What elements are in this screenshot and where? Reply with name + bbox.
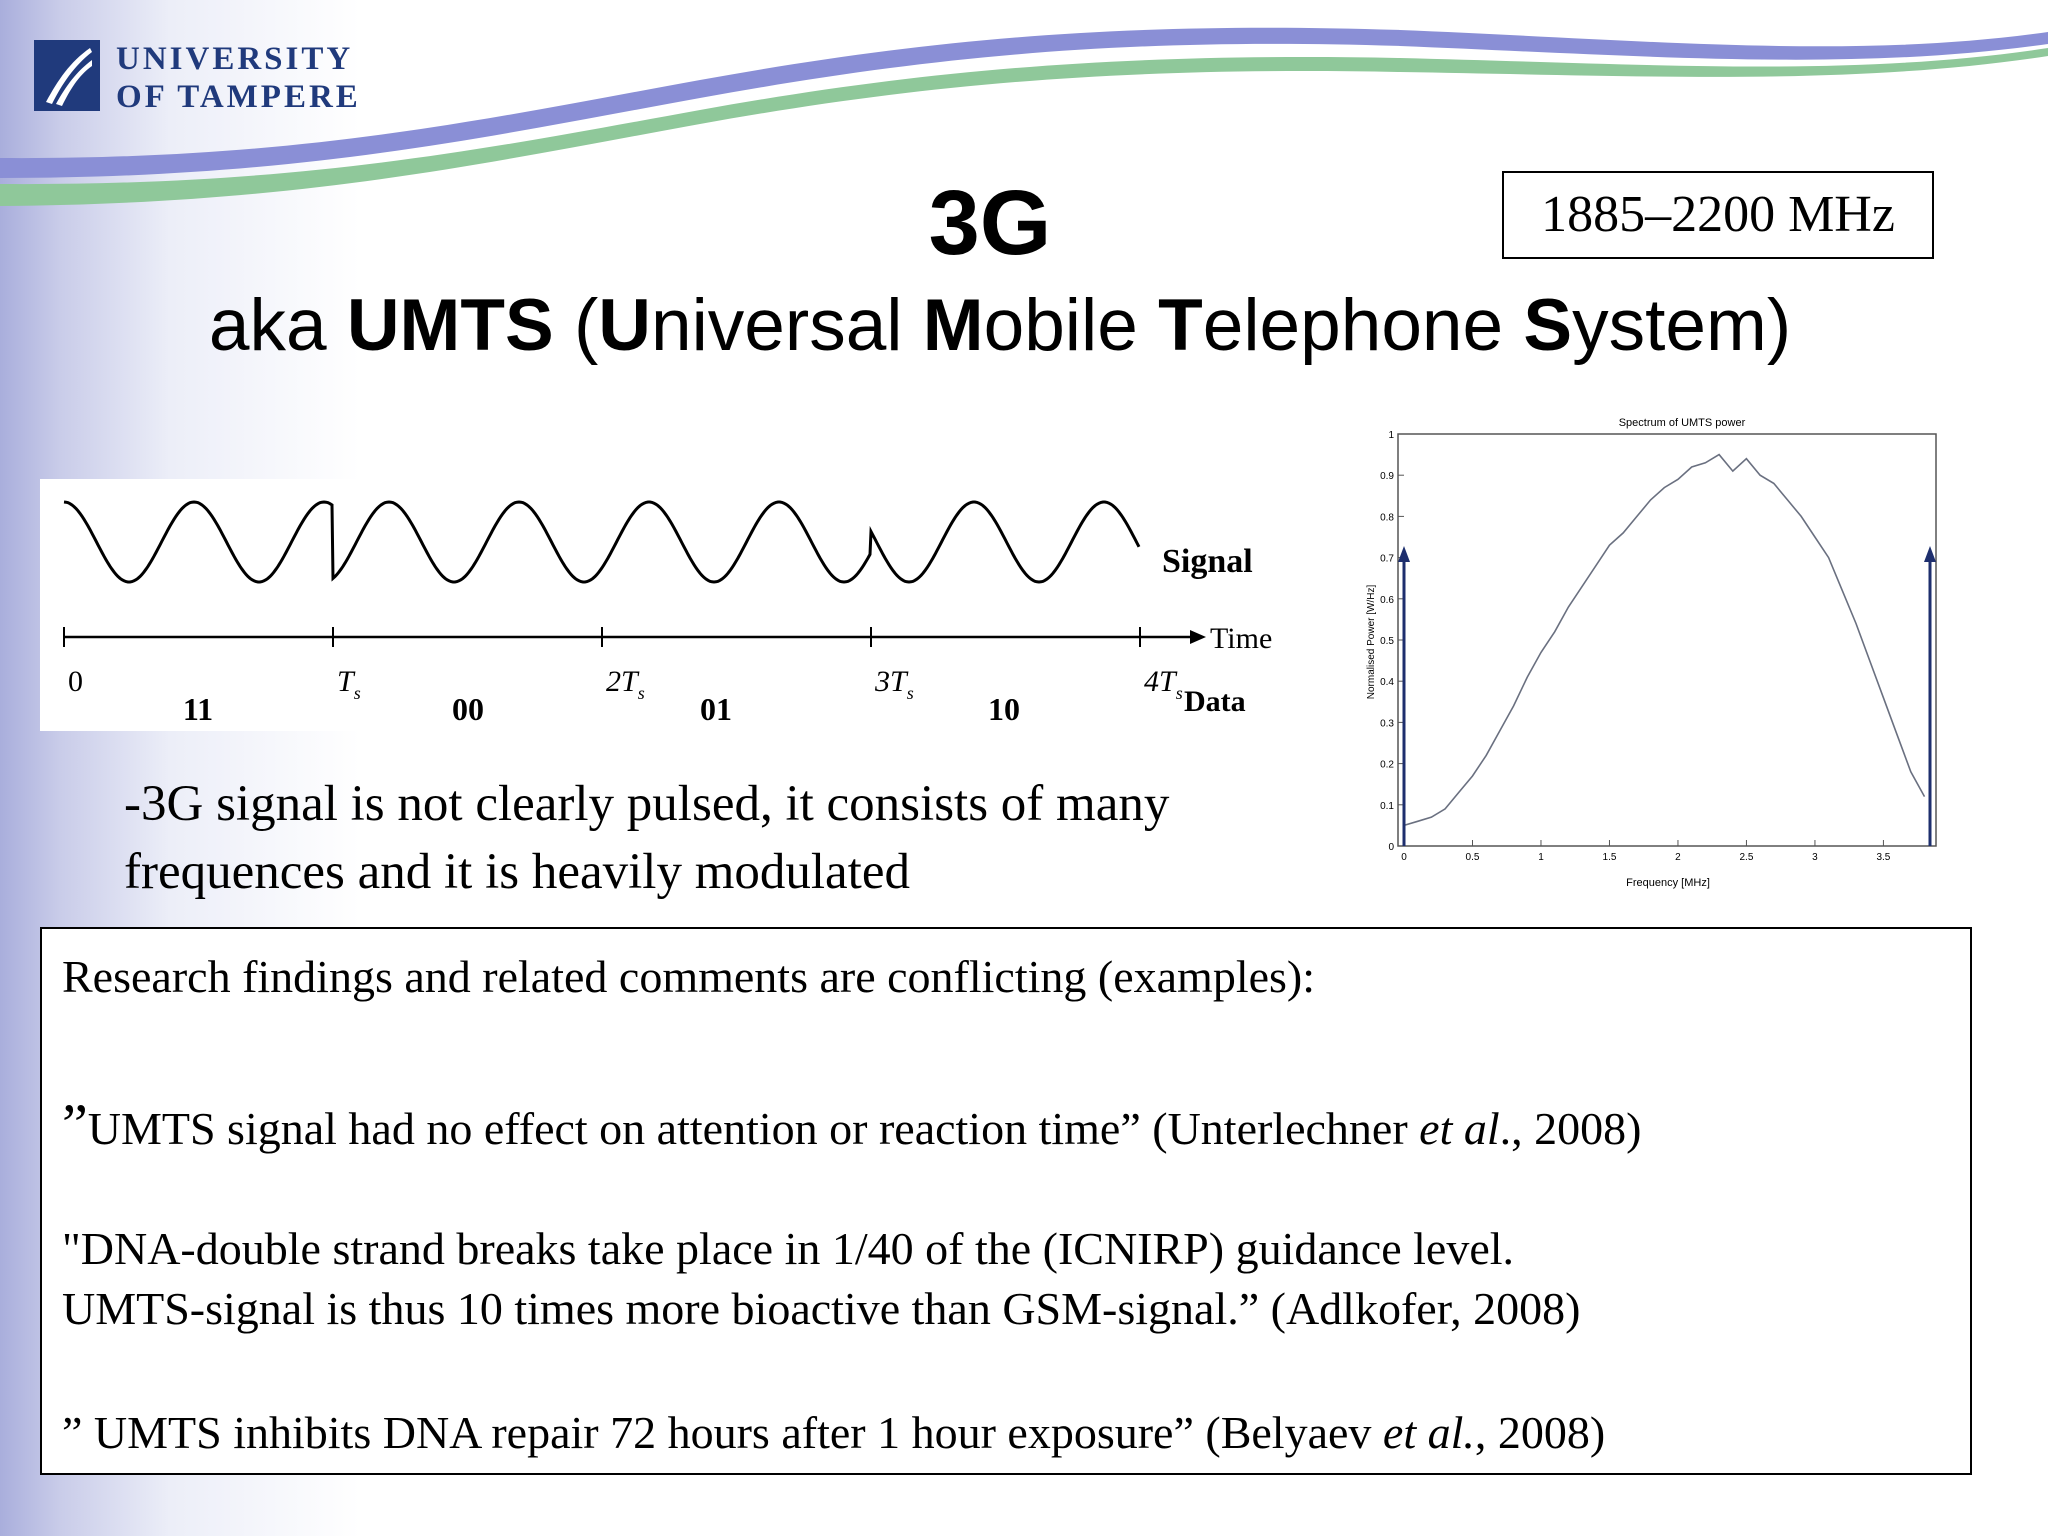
y-tick-label: 1 [1388, 430, 1394, 441]
quote-1-etal: et al [1419, 1103, 1500, 1154]
subtitle-initial-t: T [1158, 285, 1203, 366]
signal-diagram: 0 Ts 2Ts 3Ts 4Ts Signal Time Data 11 00 01 10 [63, 500, 1272, 727]
x-tick-label: 3.5 [1876, 852, 1890, 863]
y-tick-label: 0.3 [1380, 718, 1394, 729]
band-edge-right-arrow [1924, 546, 1936, 562]
bullet-text: -3G signal is not clearly pulsed, it con… [124, 770, 1324, 906]
time-tick-label: Ts [337, 665, 361, 703]
subtitle-word-mobile: obile [983, 285, 1159, 366]
y-tick-label: 0.2 [1380, 760, 1394, 771]
signal-figure: 0 Ts 2Ts 3Ts 4Ts Signal Time Data 11 00 01 10 [40, 479, 1290, 731]
findings-box: Research findings and related comments a… [40, 927, 1972, 1475]
chart-title: Spectrum of UMTS power [1619, 417, 1746, 429]
y-axis-label: Normalised Power [W/Hz] [1366, 585, 1377, 700]
x-tick-label: 2.5 [1739, 852, 1753, 863]
quote-3-tail: , 2008) [1474, 1407, 1606, 1458]
quote-adlkofer-line-1: "DNA-double strand breaks take place in … [62, 1223, 1515, 1274]
y-tick-label: 0.9 [1380, 471, 1394, 482]
spectrum-plot: Spectrum of UMTS power 0 0.5 1 1.5 2 2.5 3 3.50… [1366, 417, 1937, 889]
band-edge-left-arrow [1398, 546, 1410, 562]
y-tick-label: 0.6 [1380, 595, 1394, 606]
time-axis-arrow [1190, 630, 1206, 644]
slide-subtitle: aka UMTS (Universal Mobile Telephone Sys… [0, 282, 2000, 370]
y-tick-label: 0.8 [1380, 512, 1394, 523]
subtitle-prefix: aka [208, 285, 347, 366]
swoosh-blue-band [0, 27, 2048, 178]
y-tick-label: 0.1 [1380, 801, 1394, 812]
subtitle-word-universal: niversal [650, 285, 923, 366]
bullet-line-1: -3G signal is not clearly pulsed, it con… [124, 776, 1170, 832]
time-label: Time [1210, 622, 1272, 655]
data-bit-label: 11 [183, 691, 213, 727]
signal-waveform [63, 500, 1141, 584]
university-logo: UNIVERSITY OF TAMPERE [34, 40, 394, 116]
axis-ticks: 0 0.5 1 1.5 2 2.5 3 3.5 0 0.1 0.2 0.3 0.4 0.5 0.6 0.7 0.… [1380, 430, 1891, 863]
time-tick-label: 2Ts [606, 665, 645, 703]
quote-3-text: ” UMTS inhibits DNA repair 72 hours afte… [62, 1407, 1383, 1458]
subtitle-word-system: ystem) [1572, 285, 1792, 366]
header-swoosh [0, 27, 2048, 206]
x-axis-label: Frequency [MHz] [1626, 877, 1710, 889]
power-spectrum-line [1403, 453, 1926, 827]
subtitle-initial-u: U [598, 285, 651, 366]
bullet-line-2: frequences and it is heavily modulated [124, 844, 910, 900]
university-emblem-icon [34, 40, 100, 111]
quote-unterlechner: ”UMTS signal had no effect on attention … [62, 1096, 1642, 1157]
time-tick-label: 4Ts [1144, 665, 1183, 703]
x-tick-label: 1.5 [1603, 852, 1617, 863]
time-tick-label: 0 [68, 665, 83, 698]
x-tick-label: 2 [1675, 852, 1681, 863]
swoosh-green-band [0, 48, 2048, 206]
logo-wordmark: UNIVERSITY OF TAMPERE [116, 40, 361, 116]
subtitle-initial-m: M [922, 285, 984, 366]
findings-heading: Research findings and related comments a… [62, 951, 1316, 1002]
logo-line-2: OF TAMPERE [116, 79, 361, 115]
y-tick-label: 0.7 [1380, 554, 1394, 565]
subtitle-word-telephone: elephone [1202, 285, 1524, 366]
x-tick-label: 0 [1401, 852, 1407, 863]
quote-adlkofer-line-2: UMTS-signal is thus 10 times more bioact… [62, 1283, 1581, 1334]
slide-title: 3G [928, 172, 1052, 274]
y-tick-label: 0 [1388, 842, 1394, 853]
data-label: Data [1184, 685, 1246, 718]
y-tick-label: 0.4 [1380, 677, 1394, 688]
quote-1-tail: ., 2008) [1499, 1103, 1642, 1154]
subtitle-paren: ( [553, 285, 599, 366]
signal-label: Signal [1162, 543, 1253, 580]
y-tick-label: 0.5 [1380, 636, 1394, 647]
frequency-band-box: 1885–2200 MHz [1502, 171, 1934, 259]
spectrum-chart: Spectrum of UMTS power 0 0.5 1 1.5 2 2.5 3 3.5 0… [1362, 412, 1942, 890]
logo-line-1: UNIVERSITY [116, 41, 354, 77]
quote-1-text: UMTS signal had no effect on attention o… [87, 1103, 1420, 1154]
quote-belyaev: ” UMTS inhibits DNA repair 72 hours afte… [62, 1405, 1605, 1461]
data-bits: 11 00 01 10 [183, 691, 1020, 727]
x-tick-label: 3 [1812, 852, 1818, 863]
subtitle-acronym: UMTS [346, 285, 554, 366]
quote-1-open: ” [62, 1092, 88, 1157]
data-bit-label: 00 [452, 691, 484, 727]
data-bit-label: 10 [988, 691, 1020, 727]
subtitle-initial-s: S [1523, 285, 1573, 366]
plot-frame [1397, 433, 1937, 847]
quote-3-etal: et al. [1382, 1407, 1475, 1458]
x-tick-label: 0.5 [1466, 852, 1480, 863]
time-tick-label: 3Ts [874, 665, 914, 703]
x-tick-label: 1 [1538, 852, 1544, 863]
data-bit-label: 01 [700, 691, 732, 727]
